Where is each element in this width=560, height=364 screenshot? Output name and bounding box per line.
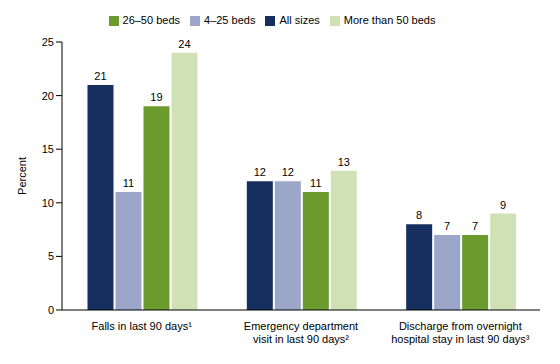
svg-text:15: 15 <box>42 143 54 155</box>
svg-text:20: 20 <box>42 90 54 102</box>
svg-text:hospital stay in last 90 days³: hospital stay in last 90 days³ <box>391 333 530 345</box>
svg-text:11: 11 <box>310 177 321 189</box>
html-text:4–25 beds: 4–25 beds <box>204 14 256 26</box>
svg-text:25: 25 <box>42 36 54 48</box>
svg-text:19: 19 <box>150 91 162 103</box>
svg-text:7: 7 <box>444 220 450 232</box>
svg-text:13: 13 <box>338 156 350 168</box>
svg-text:visit in last 90 days²: visit in last 90 days² <box>253 333 349 345</box>
svg-text:5: 5 <box>48 250 54 262</box>
svg-text:21: 21 <box>94 70 106 82</box>
svg-text:12: 12 <box>282 166 294 178</box>
svg-text:0: 0 <box>48 304 54 316</box>
svg-text:9: 9 <box>500 199 506 211</box>
svg-text:7: 7 <box>472 220 478 232</box>
svg-text:8: 8 <box>416 209 422 221</box>
svg-text:24: 24 <box>178 38 190 50</box>
svg-text:Emergency department: Emergency department <box>244 320 358 332</box>
html-text:More than 50 beds: More than 50 beds <box>343 14 436 26</box>
svg-text:Percent: Percent <box>16 157 28 195</box>
html-text:All sizes: All sizes <box>279 14 320 26</box>
svg-text:11: 11 <box>123 177 134 189</box>
svg-text:12: 12 <box>254 166 266 178</box>
svg-text:Discharge from overnight: Discharge from overnight <box>399 320 522 332</box>
html-text:26–50 beds: 26–50 beds <box>122 14 180 26</box>
svg-text:10: 10 <box>42 197 54 209</box>
svg-text:Falls in last 90 days¹: Falls in last 90 days¹ <box>92 320 193 332</box>
